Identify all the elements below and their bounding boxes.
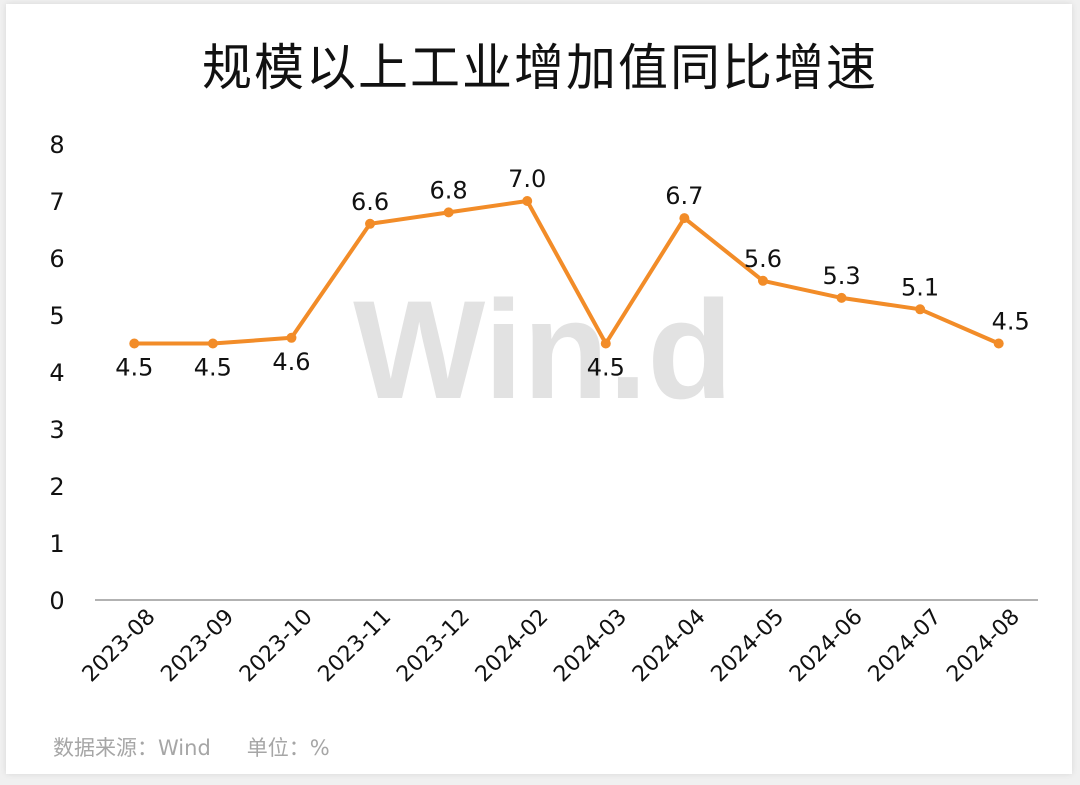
data-label: 6.8 — [430, 176, 468, 204]
y-tick-label: 6 — [49, 245, 64, 273]
data-label: 4.5 — [992, 308, 1030, 336]
data-label: 5.3 — [822, 262, 860, 290]
x-tick-label: 2024-03 — [549, 605, 632, 688]
x-tick-label: 2024-05 — [707, 605, 790, 688]
data-point — [915, 304, 926, 315]
data-point — [286, 332, 297, 343]
x-tick-label: 2024-04 — [628, 605, 711, 688]
x-tick-label: 2024-07 — [864, 605, 947, 688]
data-label: 4.5 — [115, 354, 153, 382]
x-tick-label: 2023-08 — [78, 605, 161, 688]
data-point — [757, 275, 768, 286]
x-tick-label: 2023-09 — [156, 605, 239, 688]
data-label: 5.1 — [901, 273, 939, 301]
x-tick-label: 2023-11 — [314, 605, 397, 688]
data-label: 6.6 — [351, 188, 389, 216]
y-tick-label: 1 — [49, 530, 64, 558]
watermark: Win.d — [353, 271, 733, 428]
data-point — [836, 292, 847, 303]
x-tick-label: 2024-02 — [471, 605, 554, 688]
y-tick-label: 5 — [49, 302, 64, 330]
x-tick-label: 2023-10 — [235, 605, 318, 688]
data-label: 6.7 — [665, 182, 703, 210]
y-tick-label: 3 — [49, 416, 64, 444]
y-tick-label: 2 — [49, 473, 64, 501]
x-tick-label: 2023-12 — [392, 605, 475, 688]
data-label: 4.6 — [272, 348, 310, 376]
y-tick-label: 8 — [49, 131, 64, 159]
footer: 数据来源：Wind 单位：% — [53, 732, 330, 762]
data-label: 4.5 — [194, 354, 232, 382]
data-label: 5.6 — [744, 245, 782, 273]
data-point — [600, 338, 611, 349]
unit-note: 单位：% — [246, 736, 330, 760]
data-point — [522, 196, 533, 206]
x-tick-label: 2024-06 — [785, 605, 868, 688]
data-point — [443, 207, 454, 218]
chart-card — [6, 4, 1072, 774]
data-label: 4.5 — [587, 354, 625, 382]
source-note: 数据来源：Wind — [53, 736, 211, 760]
data-point — [993, 338, 1004, 349]
y-tick-label: 4 — [49, 359, 64, 387]
data-point — [365, 218, 376, 229]
chart-title: 规模以上工业增加值同比增速 — [202, 39, 878, 97]
x-tick-label: 2024-08 — [942, 605, 1025, 688]
data-point — [129, 338, 140, 349]
y-tick-label: 0 — [49, 587, 64, 615]
data-point — [207, 338, 218, 349]
data-label: 7.0 — [508, 165, 546, 193]
data-point — [679, 213, 690, 224]
y-tick-label: 7 — [49, 188, 64, 216]
series-line — [134, 199, 1000, 346]
